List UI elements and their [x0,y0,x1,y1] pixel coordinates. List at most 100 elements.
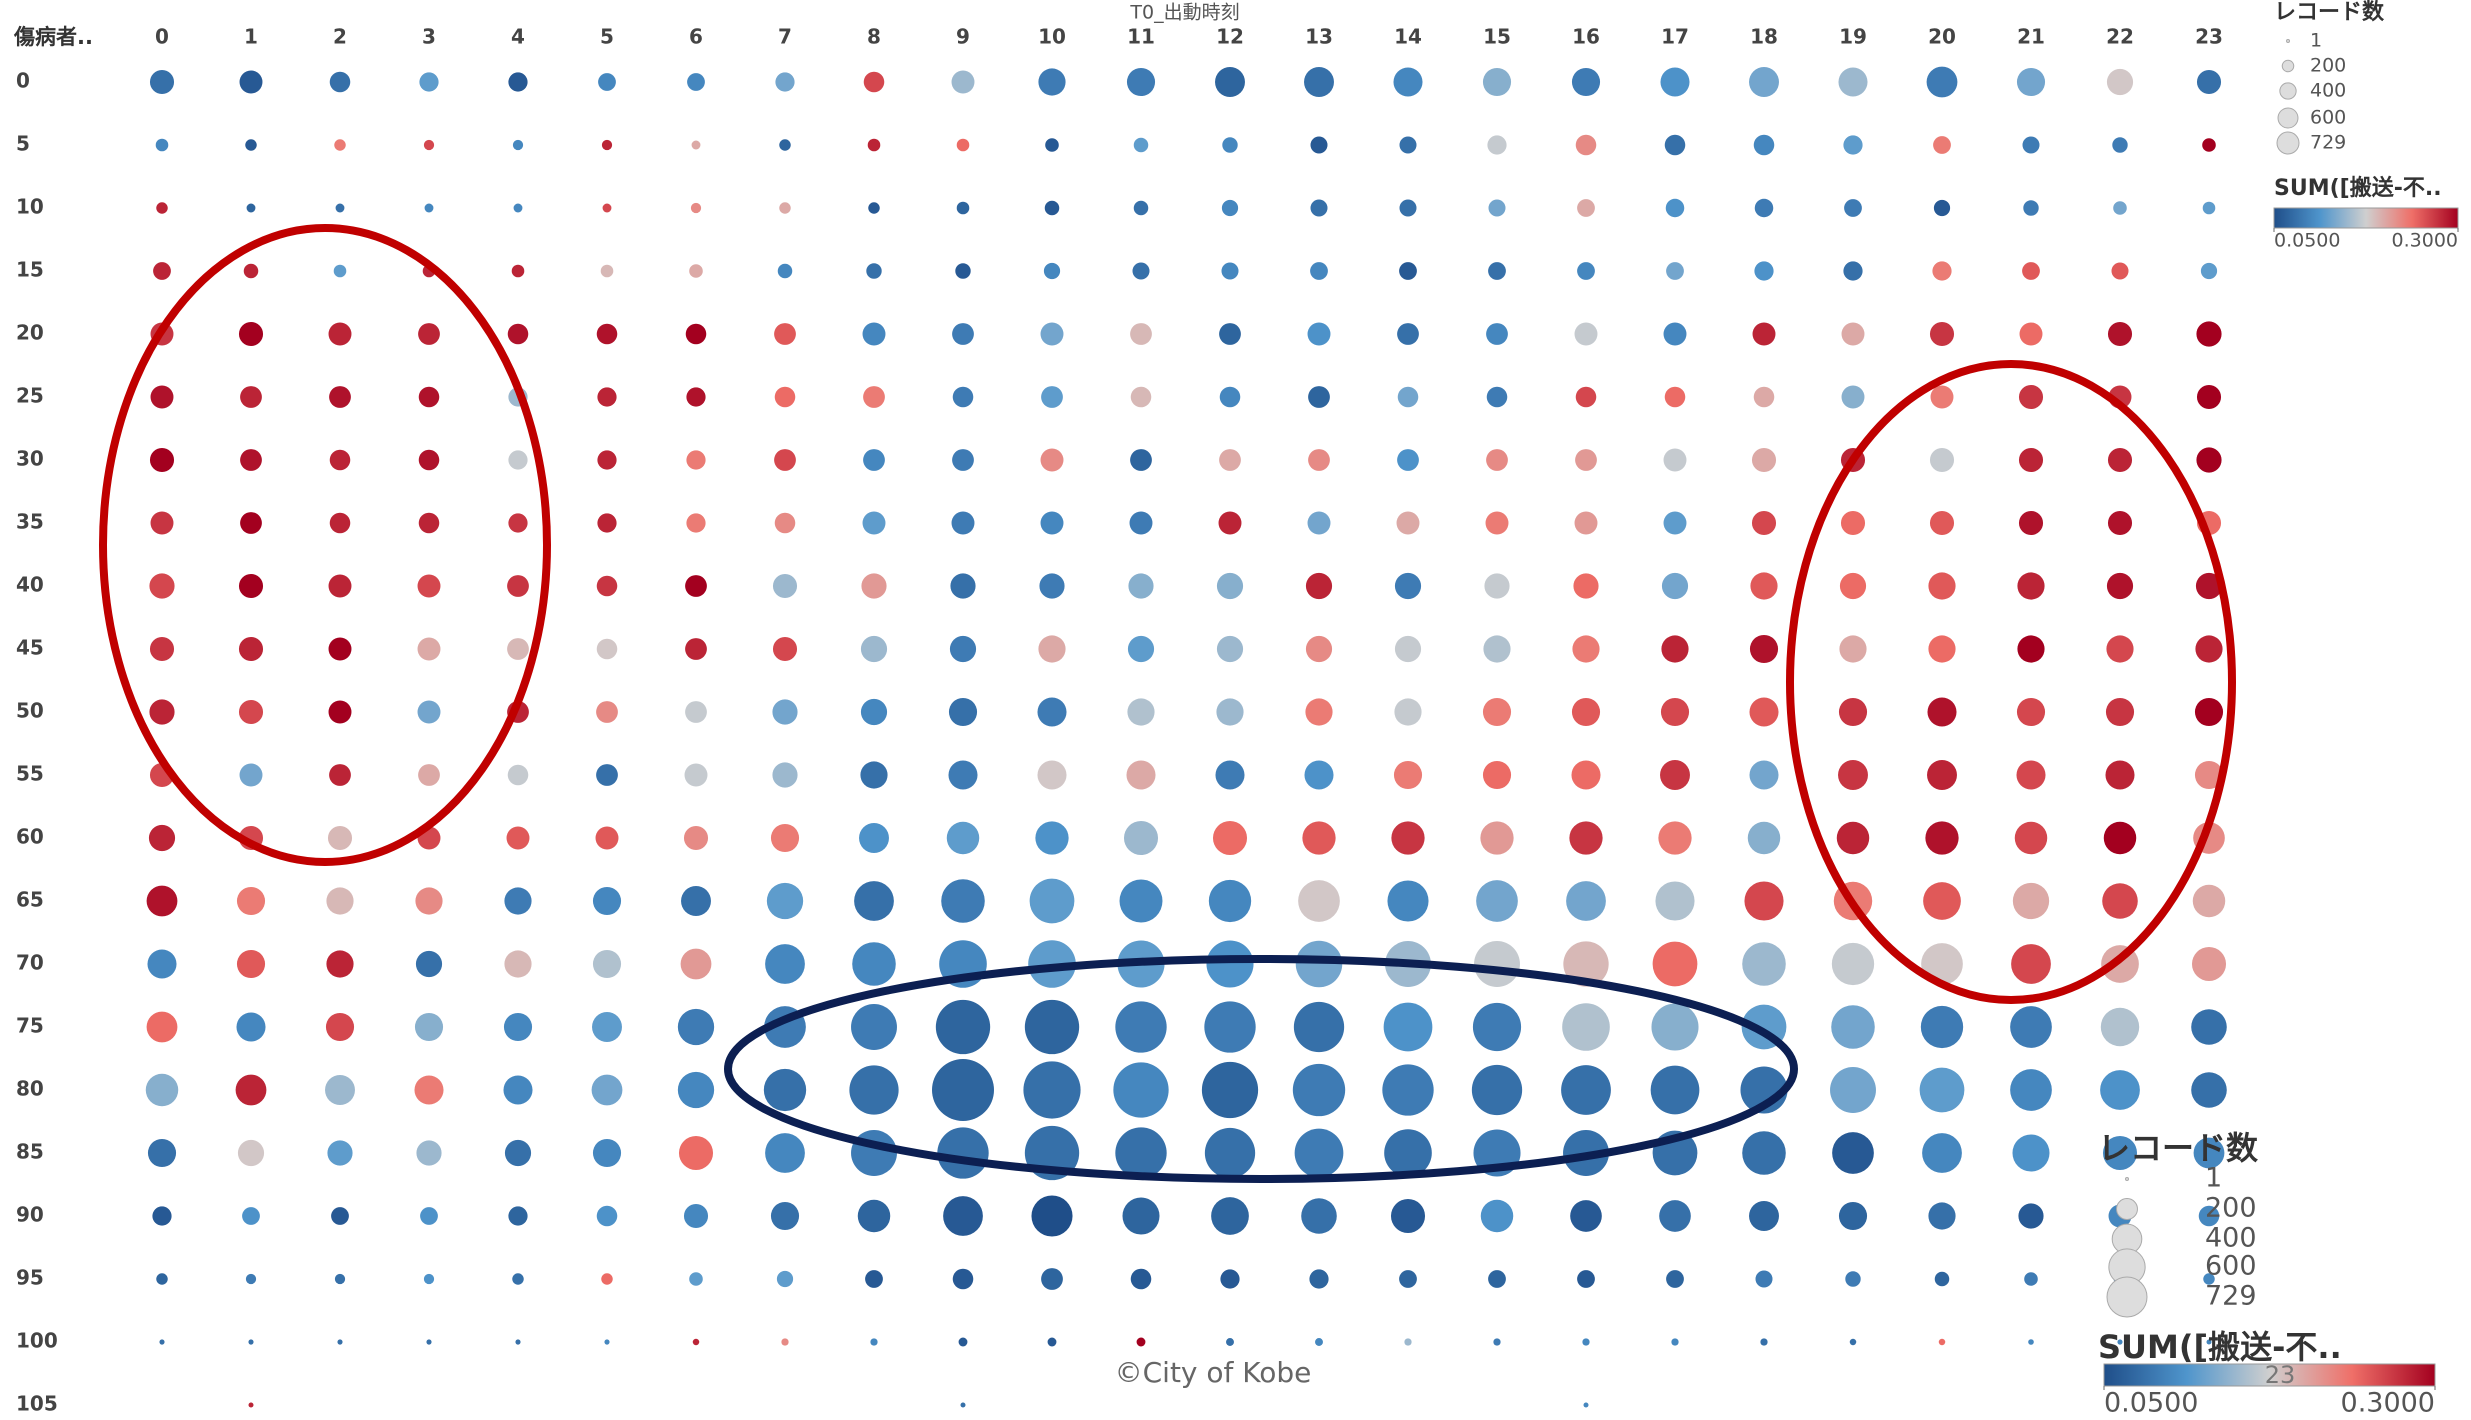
y-tick-label: 45 [16,636,44,660]
bubble [1038,635,1066,663]
bubble [328,637,352,661]
bubble [1929,447,1955,473]
bubble [1047,1337,1057,1347]
bubble [1651,1003,1699,1051]
bubble [325,1012,355,1042]
legend-size-marker [2106,1276,2148,1318]
bubble [1040,322,1064,346]
x-tick-label: 1 [244,25,258,49]
bubble [2023,200,2039,216]
bubble [1305,698,1333,726]
bubble [1394,635,1422,663]
bubble [932,1059,994,1121]
bubble [1755,1270,1773,1288]
bubble [238,699,264,725]
bubble [1310,199,1328,217]
bubble [414,1075,444,1105]
bubble [1040,448,1064,472]
bubble [1298,880,1340,922]
bubble [1844,199,1862,217]
bubble [1660,697,1690,727]
bubble [1583,1402,1589,1408]
bubble [327,1140,353,1166]
bubble [765,1133,805,1173]
bubble [238,636,264,662]
bubble [1037,760,1067,790]
legend-size-label: 400 [2310,80,2346,102]
bubble [245,1273,257,1285]
bubble [1482,697,1512,727]
bubble [601,139,613,151]
bubble [1206,940,1254,988]
bubble [1938,1338,1946,1346]
bubble [1655,881,1695,921]
bubble [1671,1338,1679,1346]
bubble [596,638,618,660]
bubble [596,701,618,723]
color-bar [2103,1363,2436,1387]
legend-title: レコード数 [2098,1129,2259,1167]
legend-size-label: 1 [2310,30,2322,52]
bubble [860,761,888,789]
bubble [2194,760,2224,790]
bubble [512,139,524,151]
bubble [1486,449,1508,471]
bubble [238,321,264,347]
bubble [2022,262,2040,280]
legend-size-label: 200 [2205,1193,2257,1224]
bubble [423,1273,435,1285]
legend-size-label: 729 [2205,1281,2257,1312]
bubble [2112,137,2128,153]
bubble [1923,882,1961,920]
bubble [1399,262,1417,280]
bubble [1315,1338,1323,1346]
bubble [2016,697,2046,727]
bubble [774,323,796,345]
bubble [592,1012,622,1042]
bubble [2196,69,2222,95]
bubble [775,72,795,92]
bubble [1841,322,1865,346]
bubble [1482,67,1512,97]
bubble [772,573,798,599]
bubble [1839,635,1867,663]
bubble [1753,134,1775,156]
bubble [149,573,175,599]
bubble [150,385,174,409]
bubble [1393,67,1423,97]
bubble [1575,134,1597,156]
bubble [1927,760,1957,790]
bubble [852,942,896,986]
bubble [1927,697,1957,727]
legend-size-marker [2116,1198,2138,1220]
bubble [2018,1203,2044,1229]
bubble [504,1139,532,1167]
legend-size-label: 400 [2205,1223,2257,1254]
copyright: ©City of Kobe [1115,1356,1312,1389]
bubble [149,69,175,95]
bubble [1664,386,1686,408]
bubble [1128,573,1154,599]
bubble [1394,572,1422,600]
color-tick-label: 0.3000 [2392,230,2458,252]
bubble [1043,262,1061,280]
bubble [1471,1064,1523,1116]
bubble [772,762,798,788]
bubble [239,763,263,787]
bubble [683,1203,709,1229]
x-tick-label: 13 [1305,25,1333,49]
bubble [866,263,882,279]
bubble [426,1339,432,1345]
bubble [952,386,974,408]
bubble [600,264,614,278]
bubble [145,1073,179,1107]
bubble [937,1127,989,1179]
bubble [1391,821,1425,855]
bubble [689,1272,703,1286]
bubble [596,575,618,597]
bubble [1133,200,1149,216]
bubble [2195,635,2223,663]
bubble [1920,1005,1964,1049]
bubble [951,511,975,535]
bubble [1126,760,1156,790]
